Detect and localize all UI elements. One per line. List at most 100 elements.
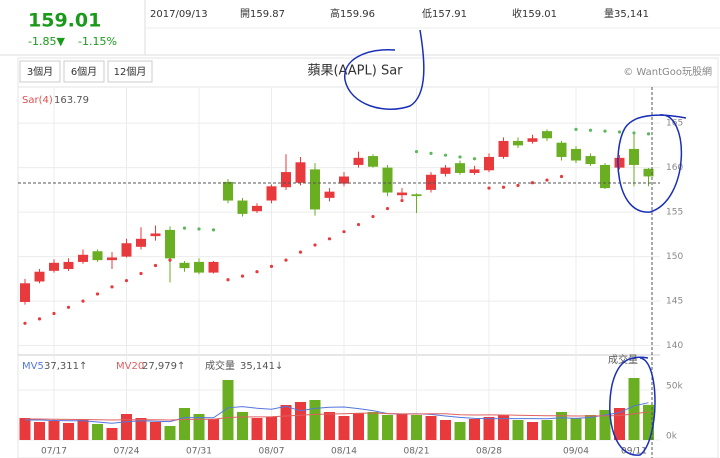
volume-bar bbox=[454, 422, 466, 440]
candle-body bbox=[295, 162, 306, 183]
candle-body bbox=[498, 140, 509, 157]
volume-bar bbox=[527, 422, 538, 440]
volume-bar bbox=[164, 426, 176, 440]
volume-bar bbox=[512, 420, 524, 440]
candle-body bbox=[382, 167, 393, 193]
sar-dot bbox=[255, 270, 259, 274]
candle-body bbox=[629, 148, 639, 165]
candle-body bbox=[542, 131, 552, 139]
sar-dot bbox=[472, 157, 477, 161]
volume-bar bbox=[77, 420, 89, 440]
volume-bar bbox=[34, 422, 45, 440]
sar-dot bbox=[516, 183, 520, 188]
sar-dot bbox=[342, 230, 346, 234]
volume-bar bbox=[411, 415, 422, 440]
info-item: 開159.87 bbox=[240, 8, 285, 20]
sar-dot bbox=[458, 155, 462, 159]
volume-bar bbox=[599, 410, 611, 440]
sar-dot bbox=[400, 198, 404, 203]
sar-dot bbox=[545, 178, 549, 182]
range-button[interactable] bbox=[63, 60, 105, 83]
volume-bar bbox=[440, 420, 451, 440]
volume-bar bbox=[498, 415, 509, 440]
sar-dot bbox=[153, 263, 158, 268]
volume-bar bbox=[382, 415, 393, 440]
x-tick-label: 08/07 bbox=[259, 447, 285, 457]
sar-dot bbox=[443, 153, 448, 157]
sar-legend-name: Sar(4) bbox=[22, 95, 53, 106]
candle-body bbox=[121, 243, 132, 257]
sar-dot bbox=[646, 132, 651, 136]
volume-bar bbox=[295, 402, 306, 440]
candle-body bbox=[49, 262, 59, 271]
sar-dot bbox=[269, 264, 274, 268]
sar-dot bbox=[110, 285, 114, 289]
volume-bar bbox=[614, 408, 625, 440]
annotation-circle bbox=[617, 114, 687, 213]
chart-title: 蘋果(AAPL) Sar bbox=[307, 64, 403, 79]
sar-dot bbox=[385, 206, 390, 211]
volume-bar bbox=[135, 418, 147, 440]
sar-dot bbox=[429, 151, 433, 155]
ma-line bbox=[25, 411, 649, 421]
range-button[interactable] bbox=[19, 60, 61, 83]
sar-dot bbox=[501, 185, 506, 189]
legend-name: 成交量 bbox=[205, 359, 235, 372]
sar-dot bbox=[139, 271, 143, 276]
legend-name: MV5 bbox=[22, 361, 44, 372]
quote-change: -1.85▼ bbox=[28, 35, 65, 48]
sar-legend-value: 163.79 bbox=[54, 95, 89, 106]
volume-bar bbox=[469, 419, 480, 440]
volume-bar bbox=[367, 412, 379, 440]
candle-body bbox=[179, 262, 190, 269]
sar-dot bbox=[66, 305, 71, 309]
candle-body bbox=[643, 168, 654, 177]
candle-body bbox=[34, 271, 45, 282]
volume-bar bbox=[92, 424, 103, 440]
volume-bar bbox=[193, 414, 205, 440]
volume-bar bbox=[643, 404, 654, 440]
range-buttons: 3個月 6個月 12個月 bbox=[19, 60, 153, 83]
candle-body bbox=[571, 148, 581, 161]
info-item: 高159.96 bbox=[330, 7, 375, 20]
volume-bar bbox=[19, 418, 31, 440]
y-tick-label: 140 bbox=[666, 341, 683, 351]
candle-body bbox=[252, 205, 262, 212]
candle-body bbox=[513, 140, 523, 146]
range-button-label: 6個月 bbox=[71, 65, 97, 78]
candle-body bbox=[310, 169, 320, 210]
sar-dot bbox=[487, 186, 491, 190]
candle-body bbox=[223, 181, 233, 201]
sar-dot bbox=[574, 127, 578, 131]
range-button[interactable] bbox=[107, 60, 153, 83]
volume-bar bbox=[556, 412, 567, 440]
y-tick-label: 155 bbox=[666, 208, 683, 218]
x-tick-label: 08/28 bbox=[476, 447, 502, 457]
candle-body bbox=[136, 238, 146, 247]
sar-dot bbox=[603, 129, 607, 133]
sar-dot bbox=[327, 237, 332, 241]
candle-body bbox=[237, 200, 248, 214]
sar-dot bbox=[37, 317, 42, 321]
volume-bar bbox=[266, 417, 277, 440]
x-tick-label: 09/11 bbox=[621, 447, 647, 457]
volume-bar bbox=[309, 400, 321, 440]
volume-bar bbox=[251, 418, 263, 440]
x-tick-label: 07/17 bbox=[41, 447, 67, 457]
annotation-circle bbox=[344, 29, 425, 110]
sar-dot bbox=[95, 292, 100, 296]
sar-dot bbox=[240, 274, 245, 278]
y2-tick-label: 50k bbox=[666, 382, 683, 392]
volume-axis-label: 成交量 bbox=[608, 353, 638, 366]
candle-body bbox=[469, 169, 480, 173]
x-tick-label: 08/21 bbox=[404, 447, 430, 457]
candle-body bbox=[339, 176, 349, 184]
sar-dot bbox=[313, 243, 317, 247]
volume-bar bbox=[324, 412, 335, 440]
candle-body bbox=[20, 283, 30, 302]
y2-tick-label: 0k bbox=[666, 432, 678, 442]
annotation-circle bbox=[609, 356, 656, 456]
sar-dot bbox=[588, 128, 593, 132]
